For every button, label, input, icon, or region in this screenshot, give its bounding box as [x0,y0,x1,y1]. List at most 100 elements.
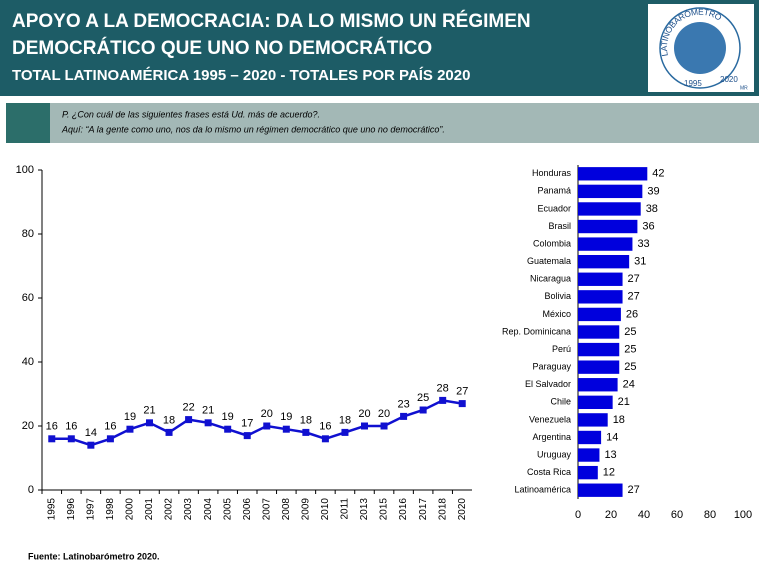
value-label: 18 [163,414,175,426]
marker [381,423,388,430]
marker [205,419,212,426]
bar [578,431,601,444]
category-label: Bolivia [544,291,571,301]
marker [48,435,55,442]
value-label: 16 [319,421,331,433]
title-line: DEMOCRÁTICO QUE UNO NO DEMOCRÁTICO [12,37,432,59]
marker [263,423,270,430]
category-label: Chile [550,397,571,407]
marker [224,426,231,433]
category-label: Paraguay [532,362,571,372]
x-tick-label: 100 [734,509,752,521]
value-label: 18 [339,414,351,426]
marker [107,435,114,442]
x-tick-label: 60 [671,509,683,521]
source: Fuente: Latinobarómetro 2020. [28,551,160,561]
value-label: 20 [358,408,370,420]
bar [578,290,623,303]
bar [578,396,613,409]
category-label: Nicaragua [530,274,571,284]
category-label: Costa Rica [527,467,571,477]
category-label: Argentina [532,432,571,442]
value-label: 21 [618,396,630,408]
value-label: 27 [628,273,640,285]
value-label: 31 [634,256,646,268]
category-label: Venezuela [529,414,571,424]
value-label: 18 [300,414,312,426]
category-label: Latinoamérica [514,485,571,495]
x-tick-label: 1997 [86,498,97,521]
y-tick-label: 20 [22,420,34,432]
marker [439,397,446,404]
bar [578,448,599,461]
y-tick-label: 60 [22,292,34,304]
marker [87,442,94,449]
logo-globe [674,22,726,74]
marker [302,429,309,436]
value-label: 13 [604,449,616,461]
bar [578,360,619,373]
value-label: 25 [417,392,429,404]
value-label: 25 [624,326,636,338]
category-label: Colombia [533,238,571,248]
category-label: Rep. Dominicana [502,326,571,336]
value-label: 27 [456,386,468,398]
x-tick-label: 2007 [261,498,272,521]
category-label: Guatemala [527,256,571,266]
x-tick-label: 2017 [418,498,429,521]
value-label: 27 [628,291,640,303]
category-label: Panamá [537,186,571,196]
x-tick-label: 2003 [183,498,194,521]
category-label: Uruguay [537,449,572,459]
bar [578,413,608,426]
value-label: 19 [124,411,136,423]
value-label: 16 [104,421,116,433]
value-label: 20 [378,408,390,420]
value-label: 18 [613,414,625,426]
value-label: 33 [637,238,649,250]
x-tick-label: 2000 [125,498,136,521]
category-label: El Salvador [525,379,571,389]
x-tick-label: 2018 [437,498,448,521]
value-label: 16 [65,421,77,433]
value-label: 28 [437,382,449,394]
category-label: Honduras [532,168,572,178]
value-label: 25 [624,343,636,355]
x-tick-label: 1998 [105,498,116,521]
marker [400,413,407,420]
y-tick-label: 80 [22,228,34,240]
value-label: 36 [642,220,654,232]
logo-year: 2020 [720,75,738,84]
value-label: 22 [182,402,194,414]
marker [420,407,427,414]
category-label: México [542,309,571,319]
x-tick-label: 1995 [46,498,57,521]
marker [322,435,329,442]
marker [244,432,251,439]
value-label: 23 [397,398,409,410]
x-tick-label: 2020 [457,498,468,521]
bar [578,325,619,338]
value-label: 14 [85,427,97,439]
marker [283,426,290,433]
marker [341,429,348,436]
x-tick-label: 0 [575,509,581,521]
value-label: 19 [280,411,292,423]
question-square [6,103,50,143]
x-tick-label: 1996 [66,498,77,521]
bar [578,273,623,286]
value-label: 12 [603,467,615,479]
category-label: Brasil [548,221,571,231]
value-label: 16 [46,421,58,433]
y-tick-label: 0 [28,484,34,496]
bar [578,378,618,391]
logo: LATINOBARÓMETRO 1995 2020 MR [648,4,754,92]
y-tick-label: 40 [22,356,34,368]
marker [126,426,133,433]
x-tick-label: 2010 [320,498,331,521]
x-tick-label: 2016 [398,498,409,521]
question-text: Aquí: “A la gente como uno, nos da lo mi… [61,124,445,134]
value-label: 14 [606,431,618,443]
bar [578,255,629,268]
marker [185,416,192,423]
